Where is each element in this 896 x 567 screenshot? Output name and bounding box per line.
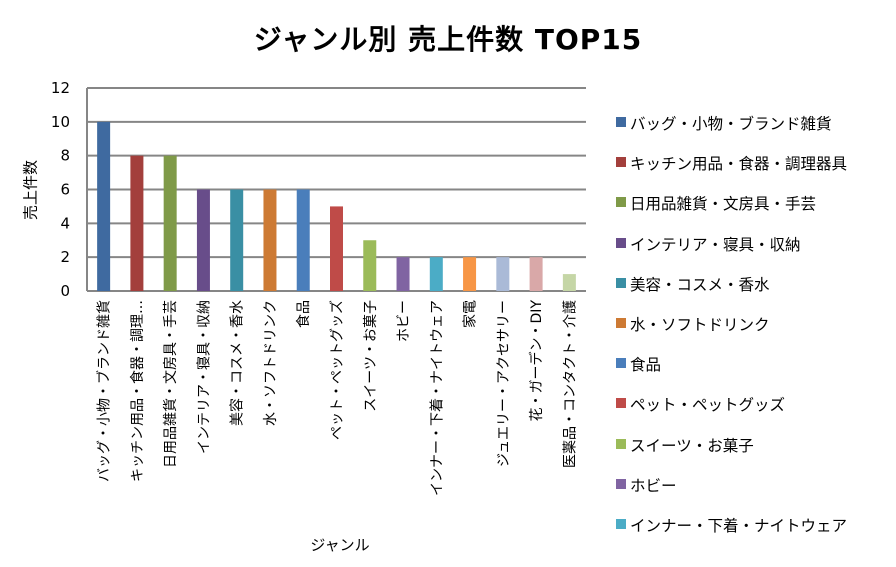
bar <box>263 189 277 291</box>
legend-swatch <box>616 438 626 449</box>
bar <box>130 155 144 291</box>
legend-item: ホビー <box>616 474 847 514</box>
legend-label: ペット・ペットグッズ <box>630 396 786 415</box>
legend-swatch <box>616 157 626 168</box>
legend-label: 美容・コスメ・香水 <box>630 275 770 294</box>
y-tick-label: 4 <box>60 214 70 232</box>
legend-label: バッグ・小物・ブランド雑貨 <box>630 115 832 133</box>
legend-label: インテリア・寝具・収納 <box>630 235 801 254</box>
legend-label: インナー・下着・ナイトウェア <box>630 516 848 535</box>
y-tick-label: 8 <box>60 147 70 165</box>
x-tick-label: 美容・コスメ・香水 <box>229 300 246 426</box>
bar <box>396 257 410 291</box>
x-tick-label: ホビー <box>396 300 412 342</box>
bar <box>97 121 111 291</box>
legend-swatch <box>616 277 626 288</box>
bar <box>363 240 377 291</box>
legend-label: 水・ソフトドリンク <box>630 315 770 334</box>
legend-label: ホビー <box>630 476 677 495</box>
legend-label: 食品 <box>630 356 662 375</box>
x-tick-label: バッグ・小物・ブランド雑貨 <box>96 300 113 482</box>
legend-item: キッチン用品・食器・調理器具 <box>616 152 847 192</box>
y-tick-label: 10 <box>51 113 70 131</box>
x-tick-label: 食品 <box>295 300 312 328</box>
legend-label: 日用品雑貨・文房具・手芸 <box>630 195 817 214</box>
legend-swatch <box>616 358 626 369</box>
bar <box>196 189 210 291</box>
chart-title: ジャンル別 売上件数 TOP15 <box>253 23 643 56</box>
legend: バッグ・小物・ブランド雑貨 キッチン用品・食器・調理器具 日用品雑貨・文房具・手芸イ… <box>616 112 847 554</box>
x-tick-label: ジュエリー・アクセサリー <box>496 300 512 467</box>
x-tick-label: インナー・下着・ナイトウェア <box>429 300 445 496</box>
legend-swatch <box>616 398 626 409</box>
y-tick-label: 2 <box>60 248 70 266</box>
x-tick-label: 日用品雑貨・文房具・手芸 <box>162 300 179 468</box>
y-tick-label: 0 <box>60 282 70 300</box>
bar <box>230 189 244 291</box>
x-tick-label: ペット・ペットグッズ <box>330 300 346 440</box>
bar <box>296 189 310 291</box>
bar <box>463 257 477 291</box>
legend-swatch <box>616 518 626 529</box>
x-tick-label: スイーツ・お菓子 <box>363 300 379 412</box>
legend-swatch <box>616 117 626 127</box>
x-tick-label: キッチン用品・食器・調理… <box>129 300 146 482</box>
legend-item: インテリア・寝具・収納 <box>616 233 847 273</box>
legend-label: キッチン用品・食器・調理器具 <box>630 155 848 174</box>
x-tick-label: インテリア・寝具・収納 <box>195 300 212 454</box>
legend-item: スイーツ・お菓子 <box>616 434 847 474</box>
y-tick-label: 12 <box>51 79 70 97</box>
legend-item: 水・ソフトドリンク <box>616 313 847 353</box>
legend-label: スイーツ・お菓子 <box>630 436 754 455</box>
x-axis-label: ジャンル <box>310 536 370 554</box>
bar <box>330 206 343 291</box>
x-tick-label: 水・ソフトドリンク <box>263 300 279 426</box>
legend-swatch <box>616 478 626 489</box>
legend-item: 美容・コスメ・香水 <box>616 273 847 313</box>
x-tick-label: 医薬品・コンタクト・介護 <box>562 300 578 468</box>
bar <box>163 155 177 291</box>
bar <box>496 257 510 291</box>
legend-swatch <box>616 317 626 328</box>
legend-item: バッグ・小物・ブランド雑貨 <box>616 112 847 152</box>
legend-item: ペット・ペットグッズ <box>616 393 847 433</box>
legend-item: インナー・下着・ナイトウェア <box>616 514 847 554</box>
x-tick-label: 家電 <box>462 300 479 328</box>
legend-item: 食品 <box>616 353 847 393</box>
bar <box>529 257 543 291</box>
x-tick-label: 花・ガーデン・DIY <box>528 300 545 422</box>
bar <box>429 257 443 291</box>
y-tick-label: 6 <box>60 181 70 199</box>
bar <box>562 274 576 291</box>
legend-item: 日用品雑貨・文房具・手芸 <box>616 192 847 232</box>
legend-swatch <box>616 197 626 208</box>
legend-swatch <box>616 237 626 248</box>
